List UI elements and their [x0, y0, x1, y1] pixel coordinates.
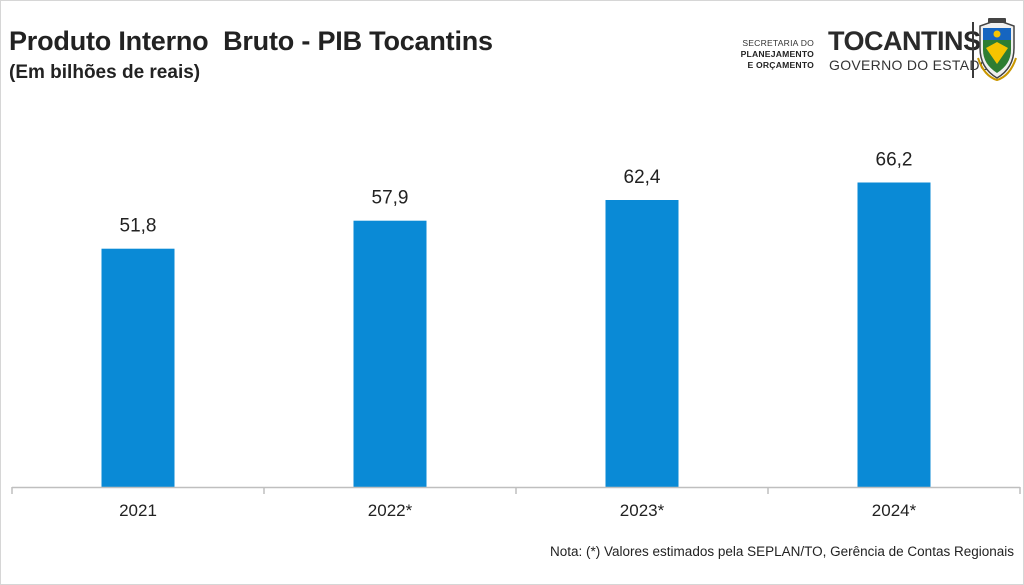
x-tick-label: 2023* — [620, 501, 665, 520]
secretaria-label: SECRETARIA DO PLANEJAMENTO E ORÇAMENTO — [676, 38, 814, 71]
x-axis: 2021 2022* 2023* 2024* — [11, 486, 1021, 520]
brand-name: TOCANTINS — [828, 26, 981, 56]
chart-title: Produto Interno Bruto - PIB Tocantins — [9, 26, 493, 56]
logo-divider — [972, 22, 974, 78]
bars-layer — [101, 182, 931, 487]
data-label: 57,9 — [372, 188, 409, 209]
bar-chart: 51,8 57,9 62,4 66,2 2021 2022* 2023* 2024* — [11, 150, 1021, 520]
secretaria-line1-bold: PLANEJAMENTO — [740, 49, 814, 59]
bar-2024 — [857, 182, 931, 487]
data-label: 51,8 — [120, 216, 157, 237]
bar-2021 — [101, 248, 175, 487]
data-label: 66,2 — [876, 150, 913, 171]
bar-2022 — [353, 220, 427, 487]
brand-subtitle: GOVERNO DO ESTADO — [829, 57, 991, 73]
x-tick-label: 2024* — [872, 501, 917, 520]
government-logo: SECRETARIA DO PLANEJAMENTO E ORÇAMENTO T… — [670, 18, 1020, 82]
footnote: Nota: (*) Valores estimados pela SEPLAN/… — [550, 544, 1014, 559]
data-label: 62,4 — [624, 167, 661, 188]
state-coat-of-arms-icon — [977, 18, 1017, 82]
bar-2023 — [605, 200, 679, 487]
data-labels-layer: 51,8 57,9 62,4 66,2 — [120, 150, 913, 237]
chart-subtitle: (Em bilhões de reais) — [9, 62, 201, 83]
secretaria-line1: SECRETARIA DO — [742, 38, 814, 48]
x-tick-label: 2021 — [119, 501, 157, 520]
secretaria-line2: E ORÇAMENTO — [747, 60, 814, 70]
x-tick-label: 2022* — [368, 501, 413, 520]
